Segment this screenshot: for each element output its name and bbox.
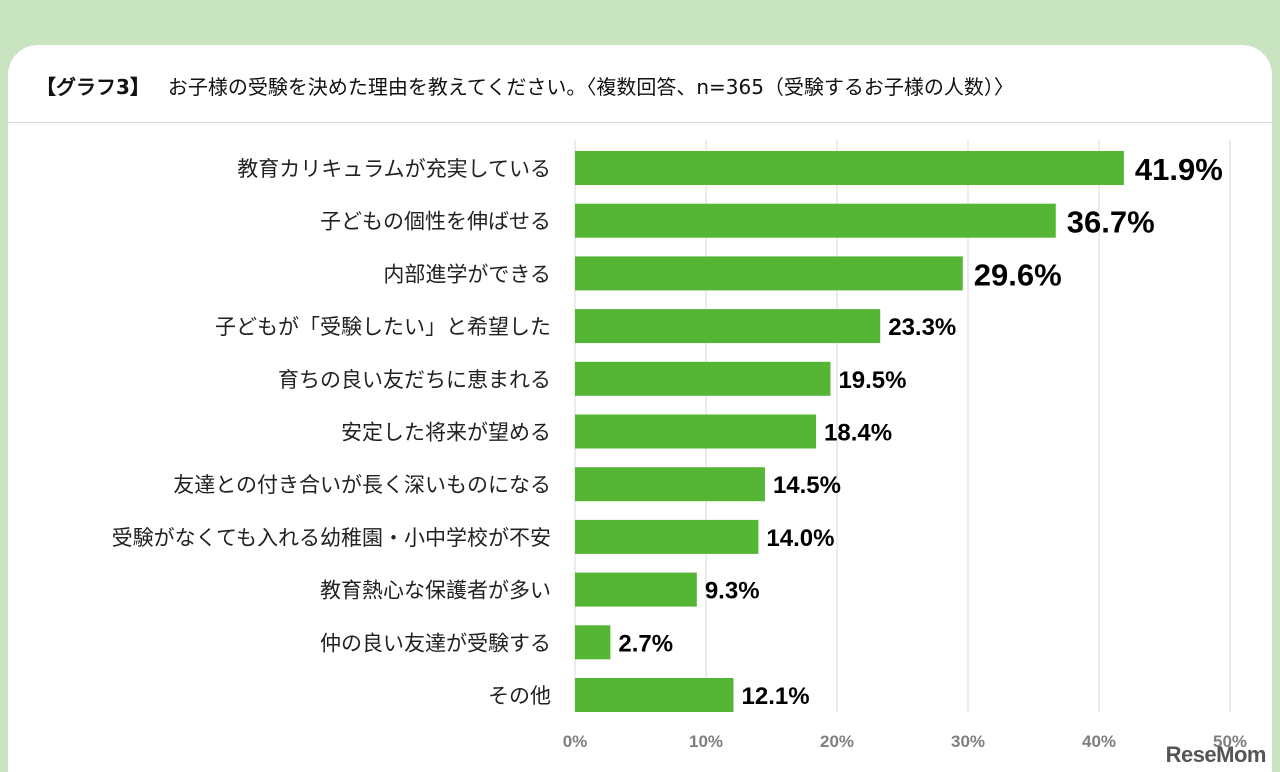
category-label: その他 bbox=[488, 684, 551, 708]
bar bbox=[575, 678, 734, 712]
bar bbox=[575, 519, 759, 554]
value-label: 2.7% bbox=[618, 630, 673, 657]
category-label: 友達との付き合いが長く深いものになる bbox=[173, 473, 551, 497]
category-label: 子どもの個性を伸ばせる bbox=[320, 210, 551, 234]
value-label: 29.6% bbox=[974, 257, 1062, 292]
bar bbox=[575, 256, 963, 291]
chart-tag: 【グラフ3】 bbox=[36, 75, 150, 99]
resemom-logo: ReseMom bbox=[1165, 742, 1267, 767]
bar bbox=[575, 625, 611, 660]
value-label: 41.9% bbox=[1135, 152, 1223, 187]
bar bbox=[575, 467, 765, 502]
value-label: 18.4% bbox=[824, 420, 892, 447]
bar bbox=[575, 309, 881, 344]
bar bbox=[575, 203, 1056, 238]
x-tick-label: 50% bbox=[1213, 732, 1247, 751]
bar bbox=[575, 414, 817, 449]
bar bbox=[575, 151, 1124, 185]
category-label: 教育熱心な保護者が多い bbox=[320, 579, 551, 603]
category-label: 仲の良い友達が受験する bbox=[320, 631, 551, 655]
bar bbox=[575, 361, 831, 396]
x-tick-label: 0% bbox=[563, 732, 588, 751]
category-label: 安定した将来が望める bbox=[341, 421, 551, 445]
value-label: 23.3% bbox=[888, 314, 956, 341]
chart-title: 【グラフ3】 お子様の受験を決めた理由を教えてください。〈複数回答、n=365（受… bbox=[36, 71, 1014, 100]
category-label: 受験がなくても入れる幼稚園・小中学校が不安 bbox=[112, 526, 551, 550]
category-label: 内部進学ができる bbox=[383, 262, 551, 286]
value-label: 9.3% bbox=[705, 578, 760, 605]
value-label: 36.7% bbox=[1067, 205, 1155, 240]
x-tick-label: 10% bbox=[689, 732, 723, 751]
value-label: 19.5% bbox=[838, 367, 906, 394]
chart-question: お子様の受験を決めた理由を教えてください。〈複数回答、n=365（受験するお子様… bbox=[167, 75, 1014, 99]
x-tick-label: 20% bbox=[820, 732, 854, 751]
x-tick-label: 40% bbox=[1082, 732, 1116, 751]
value-label: 14.5% bbox=[773, 472, 841, 499]
bar bbox=[575, 572, 697, 607]
value-label: 14.0% bbox=[766, 525, 834, 552]
x-tick-label: 30% bbox=[951, 732, 985, 751]
category-label: 教育カリキュラムが充実している bbox=[237, 157, 551, 181]
category-label: 育ちの良い友だちに恵まれる bbox=[278, 368, 551, 392]
chart-header: 【グラフ3】 お子様の受験を決めた理由を教えてください。〈複数回答、n=365（受… bbox=[8, 45, 1272, 123]
value-label: 12.1% bbox=[742, 683, 810, 710]
category-label: 子どもが「受験したい」と希望した bbox=[215, 315, 551, 339]
